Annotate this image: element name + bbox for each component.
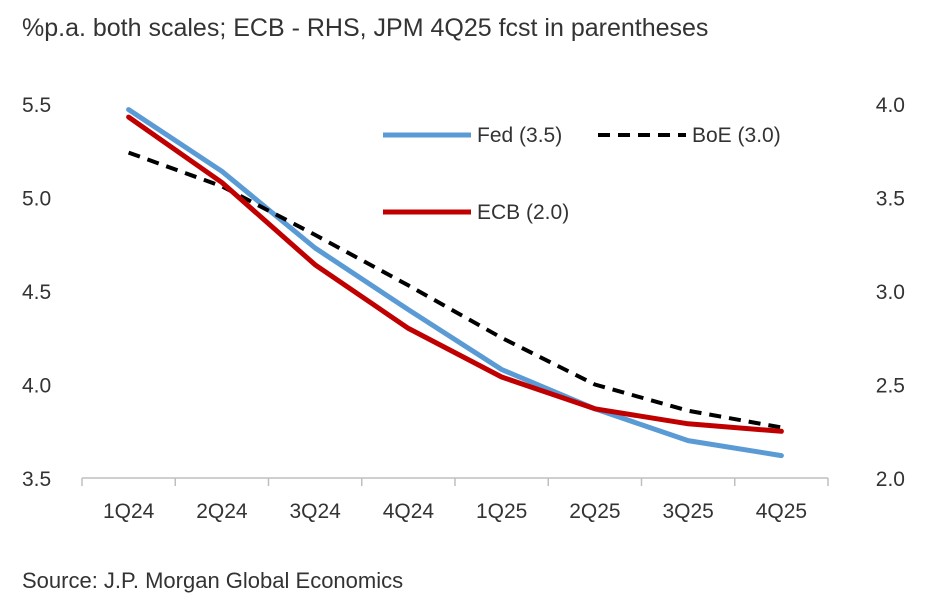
left-axis-ticks: 5.5 5.0 4.5 4.0 3.5: [22, 94, 51, 491]
left-tick-label: 3.5: [22, 468, 51, 491]
x-tick-label: 3Q25: [662, 500, 713, 523]
left-tick-label: 4.5: [22, 281, 51, 304]
chart-subtitle: %p.a. both scales; ECB - RHS, JPM 4Q25 f…: [22, 14, 709, 42]
x-tick-label: 1Q25: [476, 500, 527, 523]
series-line-ecb: [126, 114, 784, 434]
right-axis-ticks: 4.0 3.5 3.0 2.5 2.0: [876, 94, 905, 491]
legend-label-boe: BoE (3.0): [692, 124, 781, 147]
legend-label-ecb: ECB (2.0): [477, 201, 569, 224]
chart-source: Source: J.P. Morgan Global Economics: [22, 568, 404, 593]
x-tick-label: 4Q25: [756, 500, 807, 523]
series-lines: [126, 107, 784, 459]
legend-label-fed: Fed (3.5): [477, 124, 562, 147]
left-tick-label: 5.0: [22, 188, 51, 211]
right-tick-label: 2.0: [876, 468, 905, 491]
legend: Fed (3.5) BoE (3.0) ECB (2.0): [383, 124, 781, 224]
x-tick-label: 3Q24: [289, 500, 341, 523]
right-tick-label: 2.5: [876, 375, 905, 398]
series-line-fed: [126, 107, 784, 459]
series-line-boe: [127, 150, 782, 430]
left-tick-label: 4.0: [22, 375, 51, 398]
x-tick-label: 2Q25: [569, 500, 620, 523]
x-tick-label: 2Q24: [196, 500, 248, 523]
x-axis-ticks: 1Q24 2Q24 3Q24 4Q24 1Q25 2Q25 3Q25 4Q25: [81, 478, 829, 523]
x-tick-label: 4Q24: [383, 500, 435, 523]
right-tick-label: 4.0: [876, 94, 905, 117]
x-tick-label: 1Q24: [103, 500, 155, 523]
right-tick-label: 3.5: [876, 188, 905, 211]
fed-boe-ecb-rates-chart: 1Q24 2Q24 3Q24 4Q24 1Q25 2Q25 3Q25 4Q25 5.5 5.0 4…: [22, 94, 905, 523]
right-tick-label: 3.0: [876, 281, 905, 304]
left-tick-label: 5.5: [22, 94, 51, 117]
